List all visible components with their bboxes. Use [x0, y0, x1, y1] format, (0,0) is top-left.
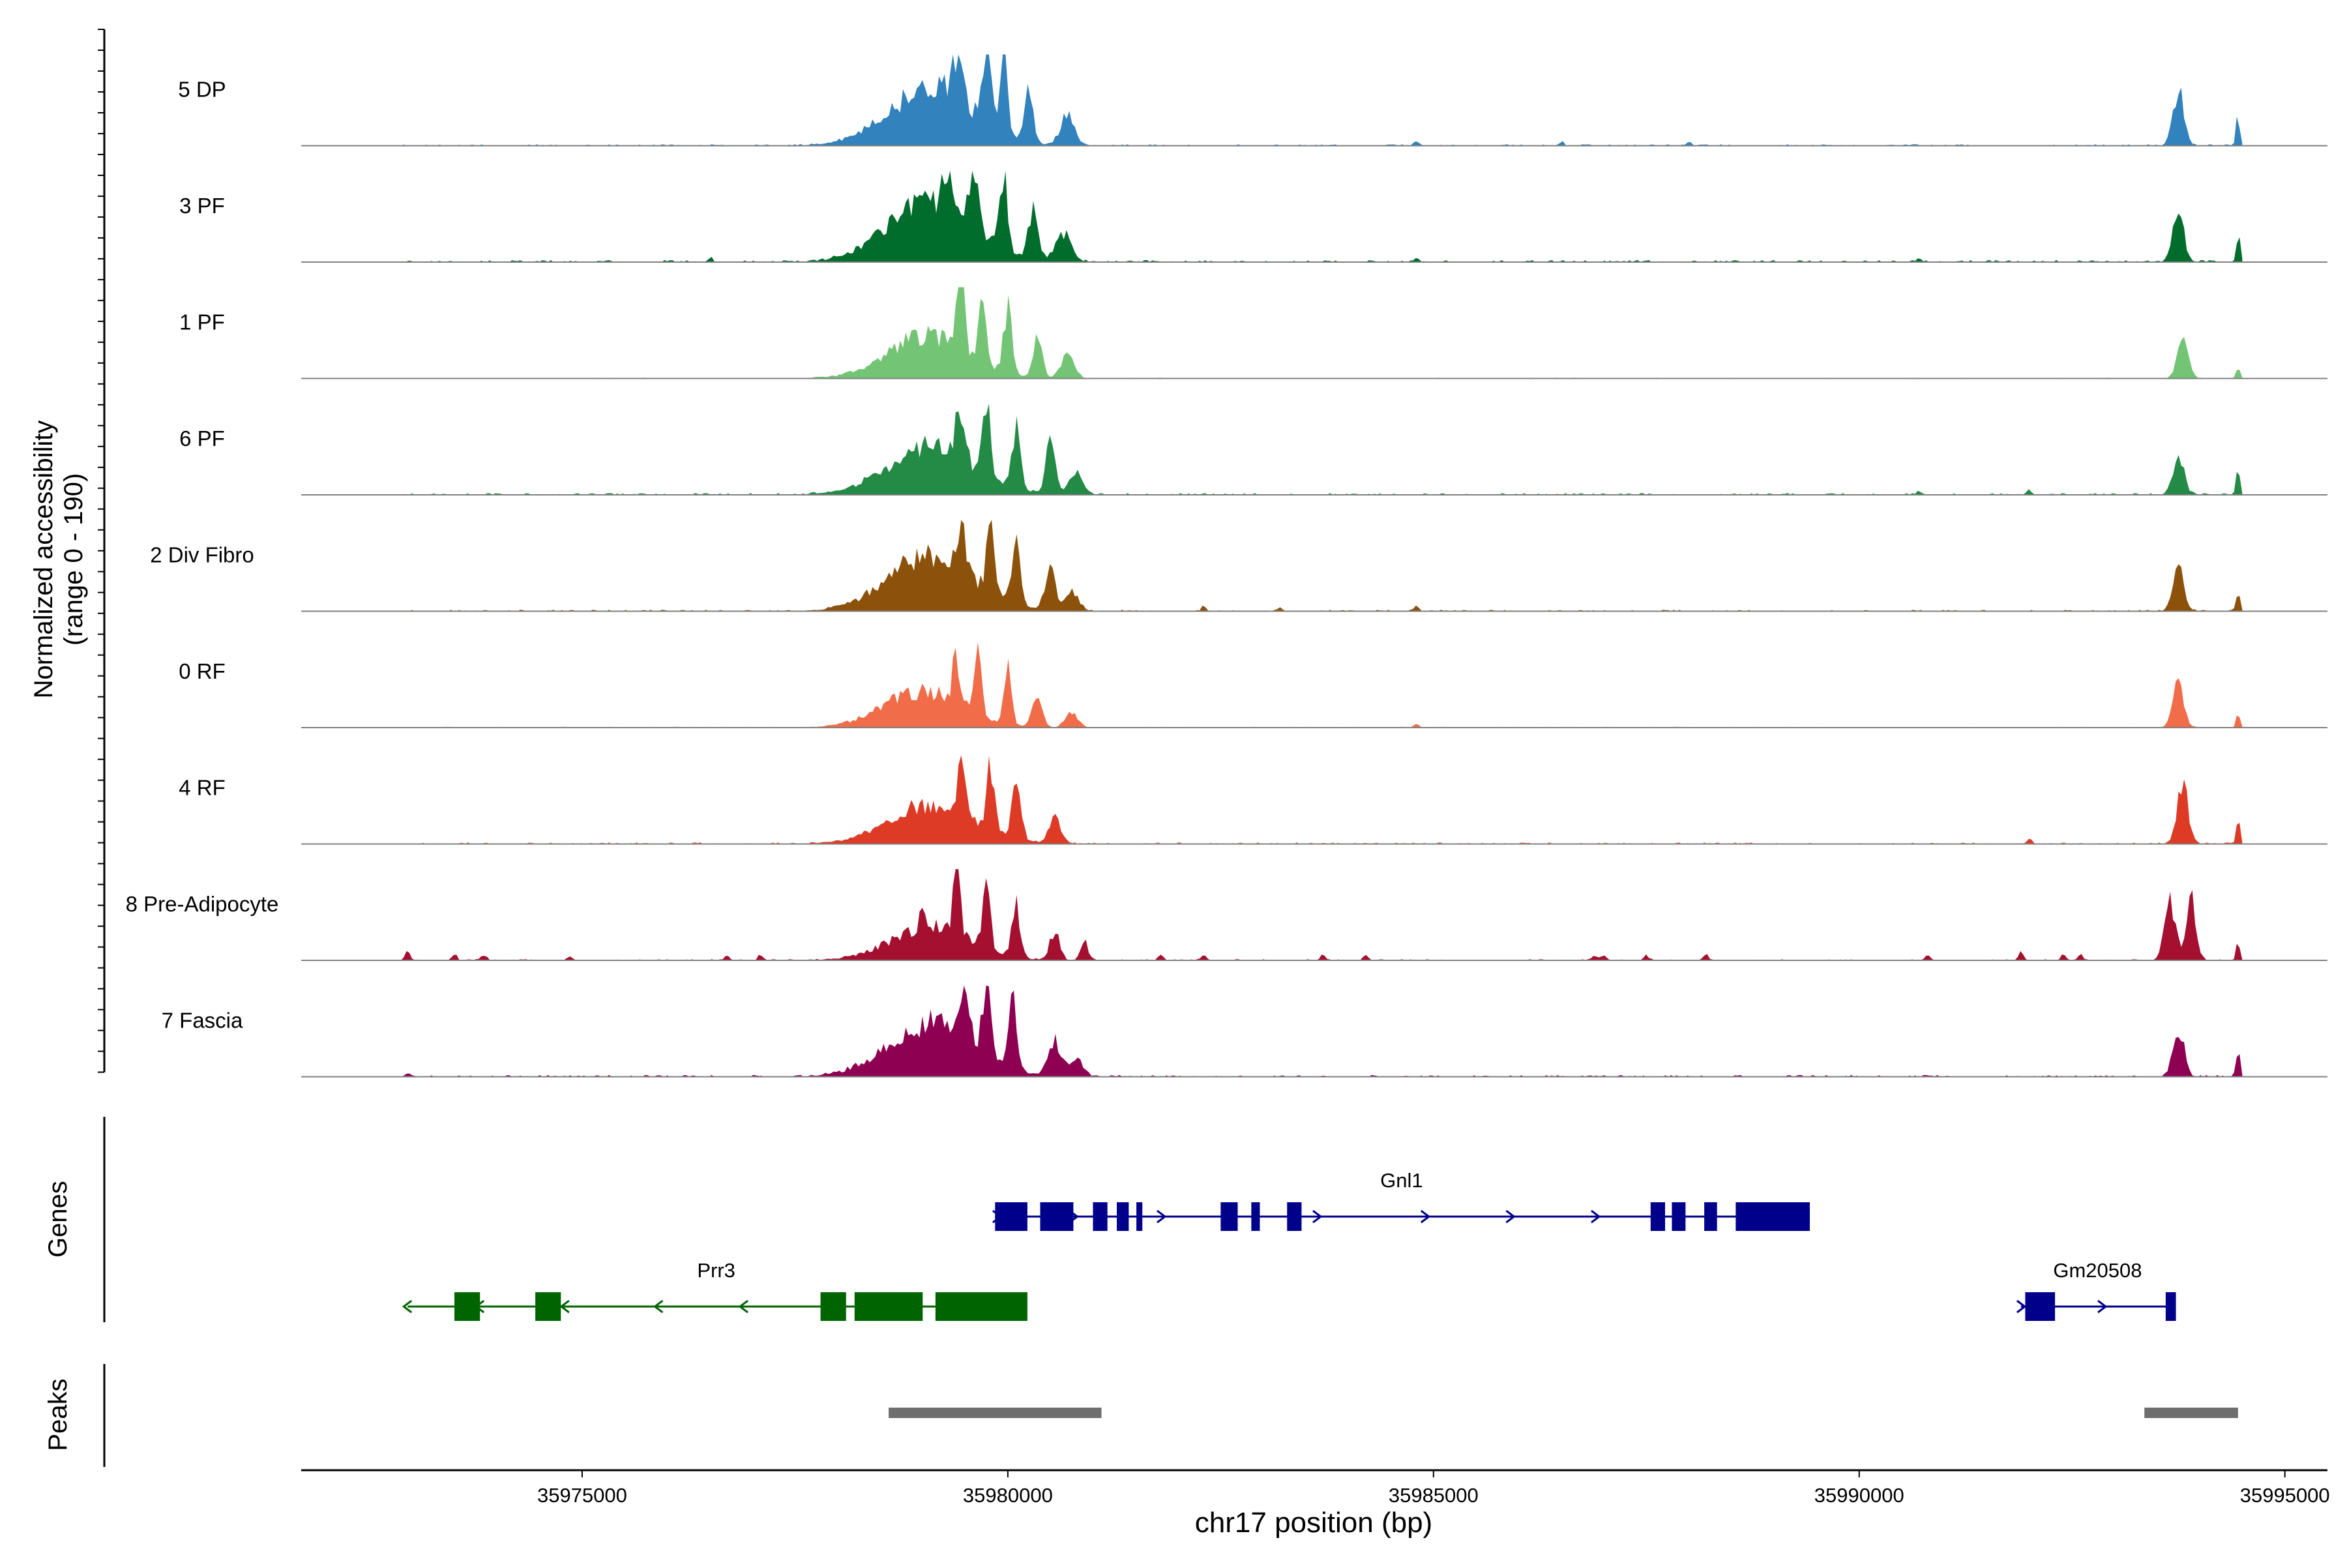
- coverage-area: [301, 755, 2243, 844]
- x-axis: 35975000 35980000 35985000 35990000 35995000: [301, 1469, 2330, 1507]
- coverage-area: [301, 642, 2243, 728]
- gene-exon: [854, 1292, 923, 1321]
- strand-arrow: [474, 1299, 485, 1314]
- strand-arrow: [1505, 1209, 1516, 1224]
- coverage-track-2-div-fibro: 2 Div Fibro: [150, 520, 2327, 612]
- strand-arrow: [738, 1299, 748, 1314]
- track-label: 2 Div Fibro: [150, 543, 254, 567]
- track-label: 3 PF: [179, 194, 225, 218]
- y-axis: [98, 29, 106, 1073]
- gene-gm20508: Gm20508: [2016, 1259, 2176, 1321]
- peak-region: [2144, 1408, 2238, 1418]
- x-tick-label: 35990000: [1814, 1484, 1904, 1507]
- coverage-track-1-pf: 1 PF: [179, 287, 2327, 379]
- track-label: 6 PF: [179, 426, 225, 451]
- strand-arrow: [1069, 1209, 1079, 1224]
- gene-exon: [1650, 1202, 1666, 1231]
- coverage-tracks: 5 DP 3 PF 1 PF 6 PF 2 Div Fibro 0 RF 4 RF 8 Pre…: [126, 54, 2327, 1078]
- peaks-panel-label: Peaks: [44, 1378, 72, 1451]
- y-axis-label-line1: Normalized accessibility: [29, 421, 58, 699]
- gene-gnl1: Gnl1: [992, 1169, 1810, 1231]
- genes-panel-label: Genes: [44, 1181, 72, 1258]
- gene-exon: [1704, 1202, 1717, 1231]
- gene-annotations: Gnl1 Prr3 Gm20508: [402, 1169, 2176, 1321]
- gene-name-label: Prr3: [697, 1259, 735, 1282]
- coverage-area: [301, 869, 2243, 960]
- gene-exon: [1251, 1202, 1260, 1231]
- strand-arrow: [653, 1299, 664, 1314]
- strand-arrow: [2016, 1299, 2027, 1314]
- x-tick-label: 35980000: [963, 1484, 1053, 1507]
- strand-arrow: [1591, 1209, 1601, 1224]
- track-label: 4 RF: [179, 776, 226, 800]
- x-axis-label: chr17 position (bp): [1195, 1507, 1432, 1539]
- gene-name-label: Gnl1: [1380, 1169, 1423, 1192]
- strand-arrow: [1157, 1209, 1167, 1224]
- coverage-area: [301, 287, 2243, 379]
- gene-exon: [1287, 1202, 1302, 1231]
- coverage-area: [301, 404, 2243, 495]
- gene-exon: [1672, 1202, 1686, 1231]
- coverage-area: [301, 171, 2243, 262]
- coverage-track-8-pre-adipocyte: 8 Pre-Adipocyte: [126, 869, 2327, 961]
- gene-exon: [935, 1292, 1027, 1321]
- strand-arrow: [2097, 1299, 2108, 1314]
- strand-arrow: [559, 1299, 570, 1314]
- peak-region: [889, 1408, 1102, 1418]
- track-label: 5 DP: [178, 78, 226, 102]
- track-label: 7 Fascia: [162, 1009, 243, 1033]
- coverage-track-6-pf: 6 PF: [179, 404, 2327, 496]
- gene-prr3: Prr3: [402, 1259, 1027, 1321]
- gene-exon: [1136, 1202, 1143, 1231]
- gene-exon: [1093, 1202, 1108, 1231]
- gene-exon: [1040, 1202, 1074, 1231]
- x-tick-label: 35975000: [537, 1484, 627, 1507]
- gene-exon: [2165, 1292, 2176, 1321]
- gene-exon: [820, 1292, 846, 1321]
- strand-arrow: [1420, 1209, 1431, 1224]
- y-axis-label-line2: (range 0 - 190): [59, 473, 88, 646]
- coverage-track-4-rf: 4 RF: [179, 755, 2327, 845]
- gene-exon: [2025, 1292, 2056, 1321]
- gene-exon: [1117, 1202, 1129, 1231]
- gene-exon: [535, 1292, 561, 1321]
- coverage-track-0-rf: 0 RF: [179, 642, 2327, 728]
- gene-exon: [1220, 1202, 1238, 1231]
- coverage-track-5-dp: 5 DP: [178, 54, 2327, 147]
- strand-arrow: [992, 1209, 1003, 1224]
- coverage-area: [301, 985, 2243, 1077]
- coverage-track-7-fascia: 7 Fascia: [162, 985, 2327, 1078]
- track-label: 0 RF: [179, 659, 226, 683]
- coverage-area: [301, 520, 2243, 612]
- strand-arrow: [402, 1299, 413, 1314]
- strand-arrow: [1312, 1209, 1323, 1224]
- coverage-area: [301, 54, 2243, 146]
- gene-name-label: Gm20508: [2053, 1259, 2142, 1282]
- coverage-track-3-pf: 3 PF: [179, 171, 2327, 263]
- x-tick-label: 35995000: [2240, 1484, 2330, 1507]
- peak-regions: [889, 1408, 2238, 1418]
- gene-exon: [1735, 1202, 1810, 1231]
- track-label: 1 PF: [179, 310, 225, 334]
- x-tick-label: 35985000: [1389, 1484, 1479, 1507]
- track-label: 8 Pre-Adipocyte: [126, 892, 279, 916]
